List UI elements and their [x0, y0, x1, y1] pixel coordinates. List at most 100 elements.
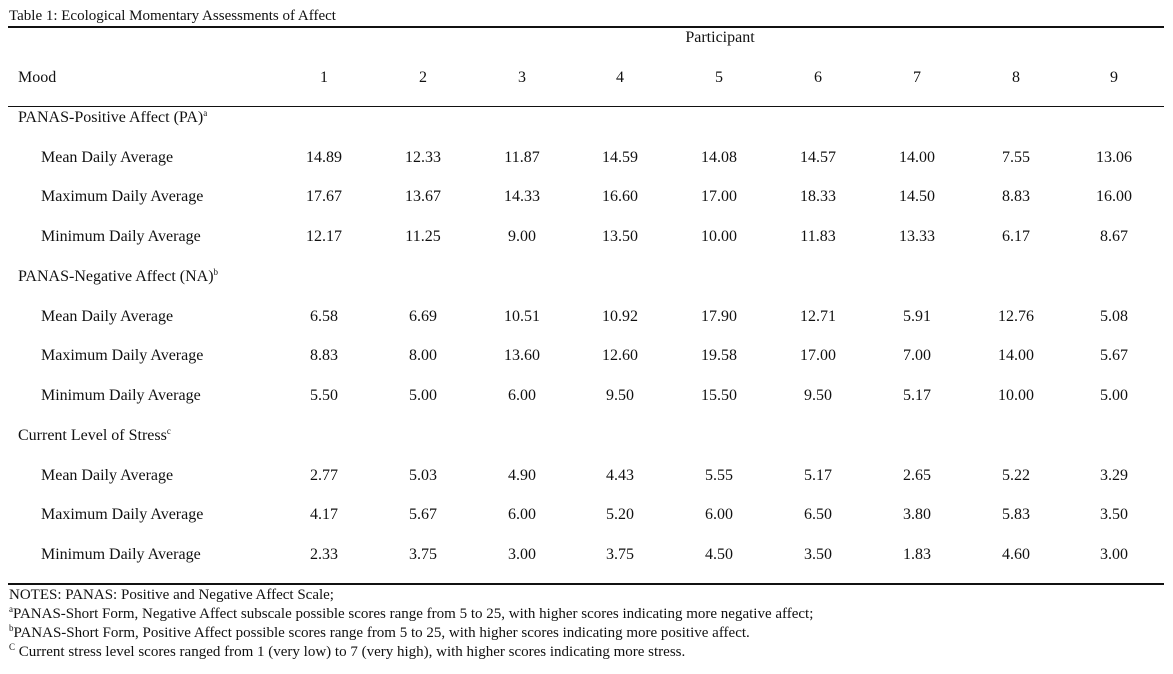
row-label: Mean Daily Average [41, 307, 174, 325]
table-cell: 10.92 [602, 307, 638, 325]
table-cell: 12.76 [998, 307, 1034, 325]
table-cell: 3.50 [804, 546, 832, 564]
note-line-3: bPANAS-Short Form, Positive Affect possi… [9, 624, 813, 643]
table-cell: 6.00 [508, 506, 536, 524]
table-cell: 18.33 [800, 188, 836, 206]
table-cell: 2.65 [903, 466, 931, 484]
note-line-2: aPANAS-Short Form, Negative Affect subsc… [9, 605, 813, 624]
participant-col-header: 4 [616, 69, 624, 86]
table-cell: 14.00 [899, 148, 935, 166]
participant-col-header: 2 [419, 69, 427, 86]
table-cell: 2.33 [310, 546, 338, 564]
table-cell: 9.50 [804, 387, 832, 405]
note-line-1: NOTES: PANAS: Positive and Negative Affe… [9, 587, 334, 603]
table-cell: 3.50 [1100, 506, 1128, 524]
table-cell: 10.00 [998, 387, 1034, 405]
table-cell: 4.50 [705, 546, 733, 564]
table-cell: 9.00 [508, 228, 536, 246]
row-label: Maximum Daily Average [41, 347, 204, 365]
note-marker-a: a [9, 604, 13, 614]
table-cell: 10.51 [504, 307, 540, 325]
table-cell: 6.69 [409, 307, 437, 325]
table-cell: 17.67 [306, 188, 342, 206]
table-cell: 12.33 [405, 148, 441, 166]
row-label: Maximum Daily Average [41, 506, 204, 524]
table-cell: 5.22 [1002, 466, 1030, 484]
table-cell: 16.60 [602, 188, 638, 206]
table-cell: 8.00 [409, 347, 437, 365]
participant-col-header: 3 [518, 69, 526, 86]
group-label: PANAS-Negative Affect (NA)b [18, 267, 218, 287]
table-cell: 11.87 [504, 148, 540, 166]
table-cell: 5.55 [705, 466, 733, 484]
table-cell: 12.71 [800, 307, 836, 325]
table-cell: 8.67 [1100, 228, 1128, 246]
participant-col-header: 8 [1012, 69, 1020, 86]
note-marker-b: b [9, 623, 14, 633]
table-cell: 4.17 [310, 506, 338, 524]
table-caption: Table 1: Ecological Momentary Assessment… [9, 8, 336, 24]
table-cell: 5.17 [903, 387, 931, 405]
table-cell: 5.17 [804, 466, 832, 484]
group-label-text: Current Level of Stress [18, 427, 167, 444]
table-cell: 14.89 [306, 148, 342, 166]
table-cell: 2.77 [310, 466, 338, 484]
table-cell: 10.00 [701, 228, 737, 246]
group-footnote-marker: a [203, 108, 208, 118]
table-cell: 5.08 [1100, 307, 1128, 325]
row-label: Minimum Daily Average [41, 546, 201, 564]
table-cell: 13.67 [405, 188, 441, 206]
table-cell: 3.29 [1100, 466, 1128, 484]
table-cell: 19.58 [701, 347, 737, 365]
row-label: Maximum Daily Average [41, 188, 204, 206]
mood-header: Mood [18, 69, 57, 86]
note-marker-c: C [9, 642, 16, 652]
table-cell: 5.67 [409, 506, 437, 524]
note-line-4: C Current stress level scores ranged fro… [9, 643, 813, 662]
participant-col-header: 6 [814, 69, 822, 86]
table-cell: 5.67 [1100, 347, 1128, 365]
group-footnote-marker: c [166, 426, 171, 436]
table-cell: 6.00 [705, 506, 733, 524]
table-cell: 3.00 [508, 546, 536, 564]
table-cell: 6.50 [804, 506, 832, 524]
table-cell: 14.50 [899, 188, 935, 206]
group-label: Current Level of Stressc [18, 426, 171, 446]
table-cell: 5.83 [1002, 506, 1030, 524]
row-label: Minimum Daily Average [41, 387, 201, 405]
table-cell: 9.50 [606, 387, 634, 405]
table-cell: 13.60 [504, 347, 540, 365]
row-label: Mean Daily Average [41, 148, 174, 166]
table-cell: 4.90 [508, 466, 536, 484]
table-cell: 14.33 [504, 188, 540, 206]
group-label: PANAS-Positive Affect (PA)a [18, 108, 207, 128]
table-cell: 3.75 [606, 546, 634, 564]
table-cell: 14.57 [800, 148, 836, 166]
participant-col-header: 9 [1110, 69, 1118, 86]
participant-col-header: 5 [715, 69, 723, 86]
participant-header-label: Participant [685, 29, 755, 46]
row-label: Mean Daily Average [41, 466, 174, 484]
table-cell: 13.33 [899, 228, 935, 246]
group-footnote-marker: b [213, 267, 219, 277]
table-cell: 3.75 [409, 546, 437, 564]
table-cell: 7.55 [1002, 148, 1030, 166]
table-cell: 13.50 [602, 228, 638, 246]
table-cell: 14.08 [701, 148, 737, 166]
table-cell: 14.59 [602, 148, 638, 166]
table-cell: 3.00 [1100, 546, 1128, 564]
table-cell: 11.25 [405, 228, 441, 246]
participant-col-header: 7 [913, 69, 921, 86]
table-cell: 17.00 [701, 188, 737, 206]
table-cell: 12.17 [306, 228, 342, 246]
table-cell: 17.90 [701, 307, 737, 325]
top-rule [8, 26, 1164, 28]
note-text-a: PANAS-Short Form, Negative Affect subsca… [13, 606, 814, 622]
table-cell: 4.60 [1002, 546, 1030, 564]
table-cell: 7.00 [903, 347, 931, 365]
table-cell: 5.50 [310, 387, 338, 405]
group-label-text: PANAS-Negative Affect (NA) [18, 268, 214, 285]
table-notes: NOTES: PANAS: Positive and Negative Affe… [9, 586, 813, 662]
table-cell: 4.43 [606, 466, 634, 484]
header-rule [8, 106, 1164, 107]
